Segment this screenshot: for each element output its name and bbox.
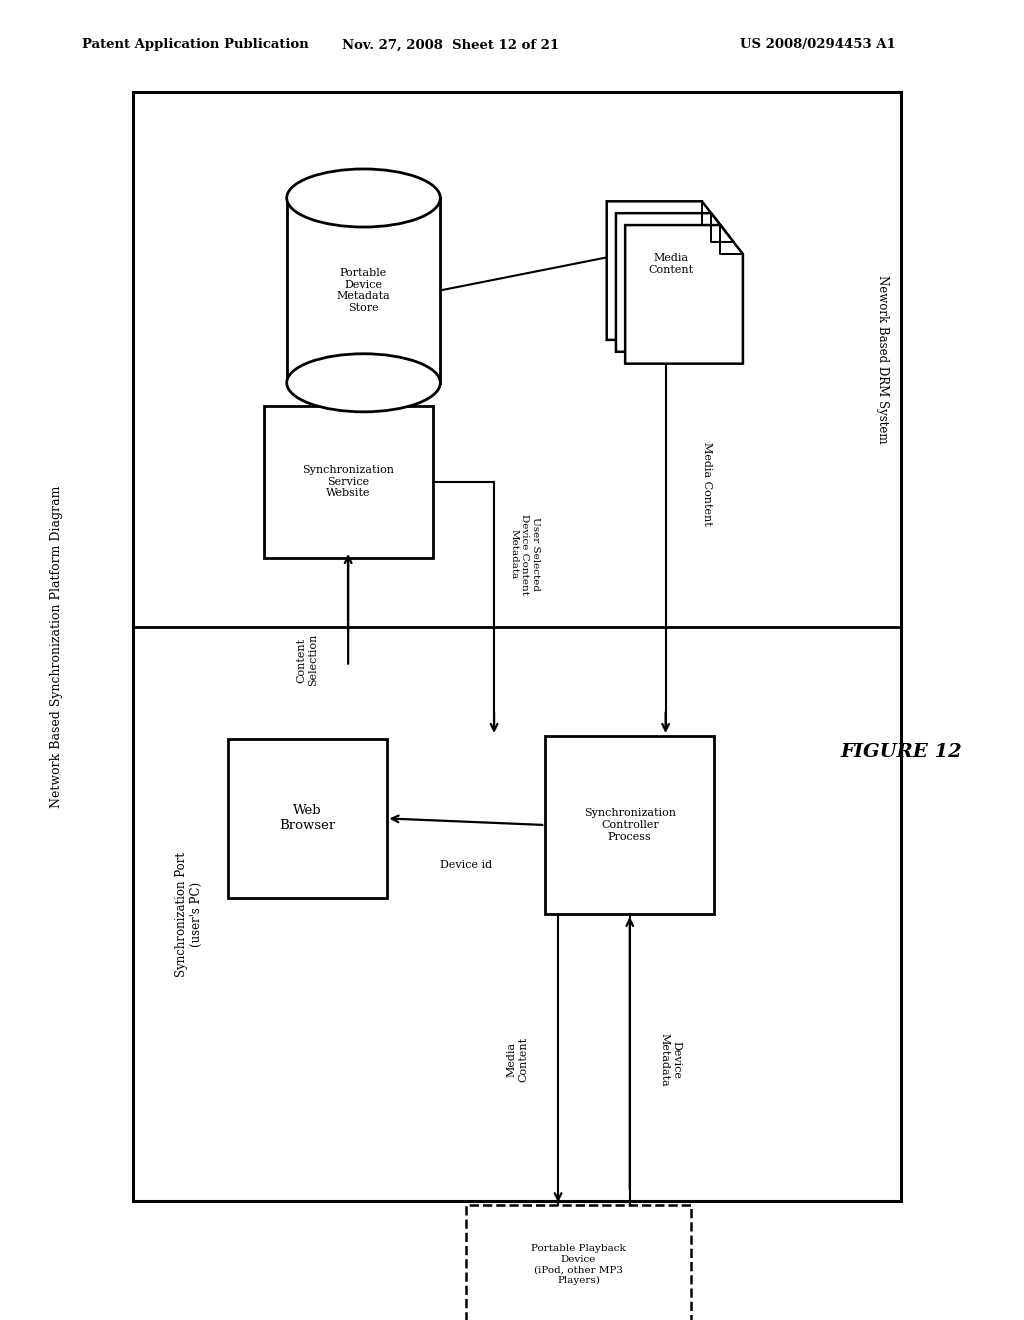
- Text: Content
Selection: Content Selection: [296, 634, 318, 686]
- Text: Web
Browser: Web Browser: [280, 804, 335, 833]
- Text: Synchronization Port
(user's PC): Synchronization Port (user's PC): [175, 851, 204, 977]
- FancyBboxPatch shape: [264, 407, 432, 557]
- Text: Synchronization
Controller
Process: Synchronization Controller Process: [584, 808, 676, 842]
- Text: Nework Based DRM System: Nework Based DRM System: [877, 276, 889, 444]
- Text: User Selected
Device Content
Metadata: User Selected Device Content Metadata: [510, 513, 540, 595]
- Text: Device id: Device id: [440, 859, 492, 870]
- Text: Portable
Device
Metadata
Store: Portable Device Metadata Store: [337, 268, 390, 313]
- Text: Network Based Synchronization Platform Diagram: Network Based Synchronization Platform D…: [50, 486, 62, 808]
- Text: Patent Application Publication: Patent Application Publication: [82, 38, 308, 51]
- Ellipse shape: [287, 169, 440, 227]
- FancyBboxPatch shape: [133, 92, 901, 1201]
- Text: US 2008/0294453 A1: US 2008/0294453 A1: [740, 38, 896, 51]
- Text: Media
Content: Media Content: [648, 253, 693, 275]
- Text: Device
Metadata: Device Metadata: [659, 1032, 682, 1086]
- Polygon shape: [606, 201, 725, 339]
- Text: Media
Content: Media Content: [506, 1038, 528, 1082]
- Polygon shape: [616, 214, 733, 351]
- Polygon shape: [466, 1205, 691, 1320]
- FancyBboxPatch shape: [227, 739, 386, 898]
- Polygon shape: [625, 224, 743, 363]
- Text: Media Content: Media Content: [701, 442, 712, 525]
- Text: FIGURE 12: FIGURE 12: [841, 743, 962, 762]
- Text: Portable Playback
Device
(iPod, other MP3
Players): Portable Playback Device (iPod, other MP…: [531, 1245, 626, 1284]
- Text: Nov. 27, 2008  Sheet 12 of 21: Nov. 27, 2008 Sheet 12 of 21: [342, 38, 559, 51]
- Text: Synchronization
Service
Website: Synchronization Service Website: [302, 465, 394, 499]
- Ellipse shape: [287, 354, 440, 412]
- FancyBboxPatch shape: [545, 737, 715, 913]
